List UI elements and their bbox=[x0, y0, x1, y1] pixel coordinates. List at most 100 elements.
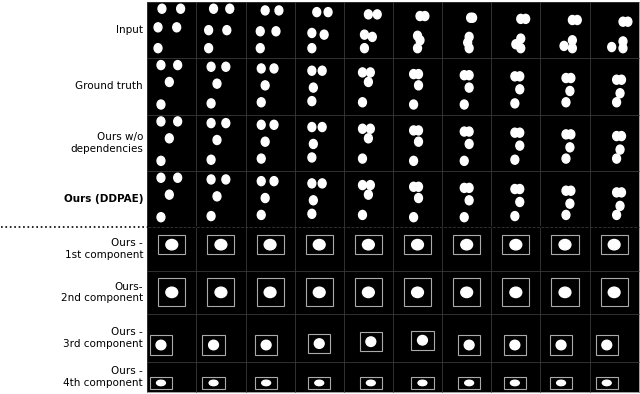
Bar bbox=[596, 377, 618, 389]
Circle shape bbox=[464, 38, 472, 47]
Bar bbox=[355, 278, 382, 307]
Circle shape bbox=[173, 61, 182, 70]
Circle shape bbox=[516, 128, 524, 137]
Circle shape bbox=[468, 13, 477, 22]
Circle shape bbox=[517, 34, 525, 43]
Bar bbox=[502, 235, 529, 255]
Circle shape bbox=[612, 210, 621, 219]
Bar bbox=[458, 335, 480, 355]
Circle shape bbox=[308, 66, 316, 75]
Circle shape bbox=[207, 62, 215, 71]
Bar bbox=[207, 235, 234, 255]
Circle shape bbox=[262, 380, 271, 386]
Circle shape bbox=[516, 184, 524, 193]
Circle shape bbox=[511, 380, 519, 386]
Circle shape bbox=[256, 44, 264, 53]
Circle shape bbox=[510, 240, 522, 250]
Circle shape bbox=[562, 186, 570, 195]
Circle shape bbox=[213, 79, 221, 88]
Bar bbox=[150, 335, 172, 355]
Circle shape bbox=[358, 180, 367, 190]
Circle shape bbox=[415, 182, 422, 191]
Circle shape bbox=[567, 74, 575, 82]
Bar bbox=[257, 235, 284, 255]
Circle shape bbox=[270, 64, 278, 73]
Bar bbox=[158, 235, 186, 255]
Circle shape bbox=[516, 72, 524, 81]
Circle shape bbox=[264, 240, 276, 250]
Circle shape bbox=[410, 156, 417, 165]
Bar bbox=[202, 377, 225, 389]
Circle shape bbox=[608, 287, 620, 297]
Circle shape bbox=[157, 61, 165, 70]
Circle shape bbox=[465, 139, 473, 149]
Circle shape bbox=[364, 10, 372, 19]
Bar bbox=[412, 331, 433, 350]
Circle shape bbox=[324, 7, 332, 17]
Circle shape bbox=[568, 44, 576, 53]
Circle shape bbox=[415, 193, 422, 203]
Circle shape bbox=[226, 4, 234, 13]
Circle shape bbox=[415, 137, 422, 146]
Circle shape bbox=[157, 213, 165, 222]
Bar bbox=[412, 377, 433, 389]
Circle shape bbox=[360, 30, 369, 39]
Bar bbox=[504, 377, 526, 389]
Bar bbox=[158, 278, 186, 307]
Circle shape bbox=[619, 37, 627, 46]
Text: Ours -
3rd component: Ours - 3rd component bbox=[63, 327, 143, 349]
Circle shape bbox=[369, 32, 376, 41]
Circle shape bbox=[418, 380, 427, 386]
Circle shape bbox=[367, 180, 374, 190]
Circle shape bbox=[461, 240, 472, 250]
Circle shape bbox=[612, 132, 621, 141]
Circle shape bbox=[612, 154, 621, 163]
Circle shape bbox=[619, 44, 627, 53]
Circle shape bbox=[207, 212, 215, 221]
Circle shape bbox=[156, 340, 166, 350]
Circle shape bbox=[364, 190, 372, 199]
Circle shape bbox=[612, 188, 621, 197]
Bar bbox=[596, 335, 618, 355]
Circle shape bbox=[410, 182, 417, 191]
Circle shape bbox=[619, 17, 627, 26]
Circle shape bbox=[410, 126, 417, 135]
Circle shape bbox=[257, 210, 265, 219]
Circle shape bbox=[207, 99, 215, 108]
Circle shape bbox=[275, 6, 283, 15]
Circle shape bbox=[618, 75, 625, 84]
Circle shape bbox=[222, 62, 230, 71]
Circle shape bbox=[511, 155, 519, 164]
Circle shape bbox=[556, 340, 566, 350]
Bar bbox=[453, 278, 480, 307]
Circle shape bbox=[157, 100, 165, 109]
Circle shape bbox=[213, 192, 221, 201]
Circle shape bbox=[314, 240, 325, 250]
Circle shape bbox=[465, 183, 473, 192]
Circle shape bbox=[358, 154, 367, 163]
Bar bbox=[150, 377, 172, 389]
Circle shape bbox=[511, 128, 519, 137]
Bar bbox=[308, 334, 330, 353]
Bar bbox=[255, 335, 277, 355]
Circle shape bbox=[205, 26, 212, 35]
Circle shape bbox=[366, 337, 376, 346]
Circle shape bbox=[566, 199, 574, 208]
Circle shape bbox=[415, 81, 422, 90]
Bar bbox=[404, 278, 431, 307]
Circle shape bbox=[373, 10, 381, 19]
Bar bbox=[552, 235, 579, 255]
Circle shape bbox=[573, 15, 581, 24]
Circle shape bbox=[618, 188, 625, 197]
Circle shape bbox=[416, 36, 424, 45]
Circle shape bbox=[257, 98, 265, 107]
Circle shape bbox=[608, 43, 616, 52]
Circle shape bbox=[154, 23, 162, 32]
Circle shape bbox=[157, 173, 165, 182]
Circle shape bbox=[165, 78, 173, 87]
Circle shape bbox=[415, 126, 422, 135]
Circle shape bbox=[358, 98, 367, 107]
Circle shape bbox=[157, 380, 165, 386]
Circle shape bbox=[415, 70, 422, 78]
Circle shape bbox=[364, 134, 372, 143]
